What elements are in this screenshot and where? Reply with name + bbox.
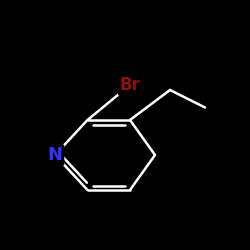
Text: Br: Br (120, 76, 141, 94)
Text: N: N (48, 146, 62, 164)
